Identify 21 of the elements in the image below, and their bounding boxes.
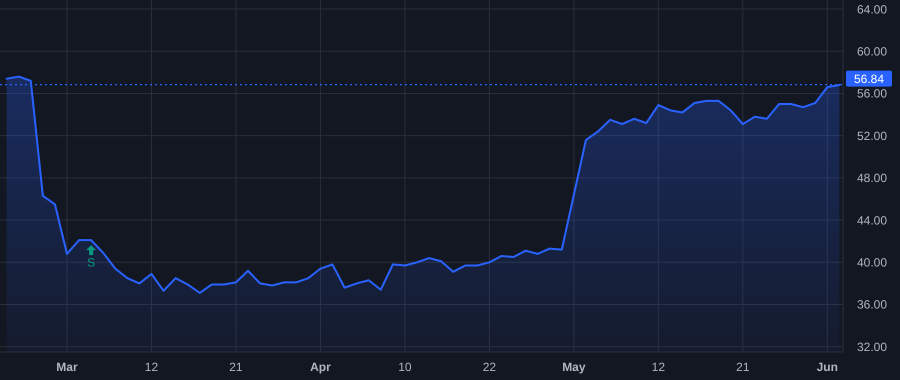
y-tick-label: 52.00 [856,128,888,143]
x-tick-label: 21 [229,360,243,374]
y-tick-label: 64.00 [856,2,888,16]
x-tick-label: 21 [736,360,750,374]
y-tick-label: 48.00 [856,171,888,186]
annotation: S [87,255,96,270]
y-tick-label: 44.00 [856,213,888,228]
x-tick-label: Mar [56,360,78,374]
y-tick-label: 60.00 [856,44,888,58]
y-tick-label: 56.00 [856,86,888,101]
y-tick-label: 36.00 [856,298,888,312]
x-tick-label: 22 [482,360,496,374]
x-tick-label: Apr [310,360,332,374]
ref-line-label: 56.84 [854,72,884,86]
x-tick-label: May [562,360,586,374]
x-tick-label: 12 [144,360,158,374]
x-tick-label: 12 [652,360,666,374]
y-tick-label: 40.00 [856,256,888,270]
x-tick-label: 10 [398,360,412,374]
y-tick-label: 32.00 [856,340,888,354]
x-tick-label: Jun [816,360,838,374]
